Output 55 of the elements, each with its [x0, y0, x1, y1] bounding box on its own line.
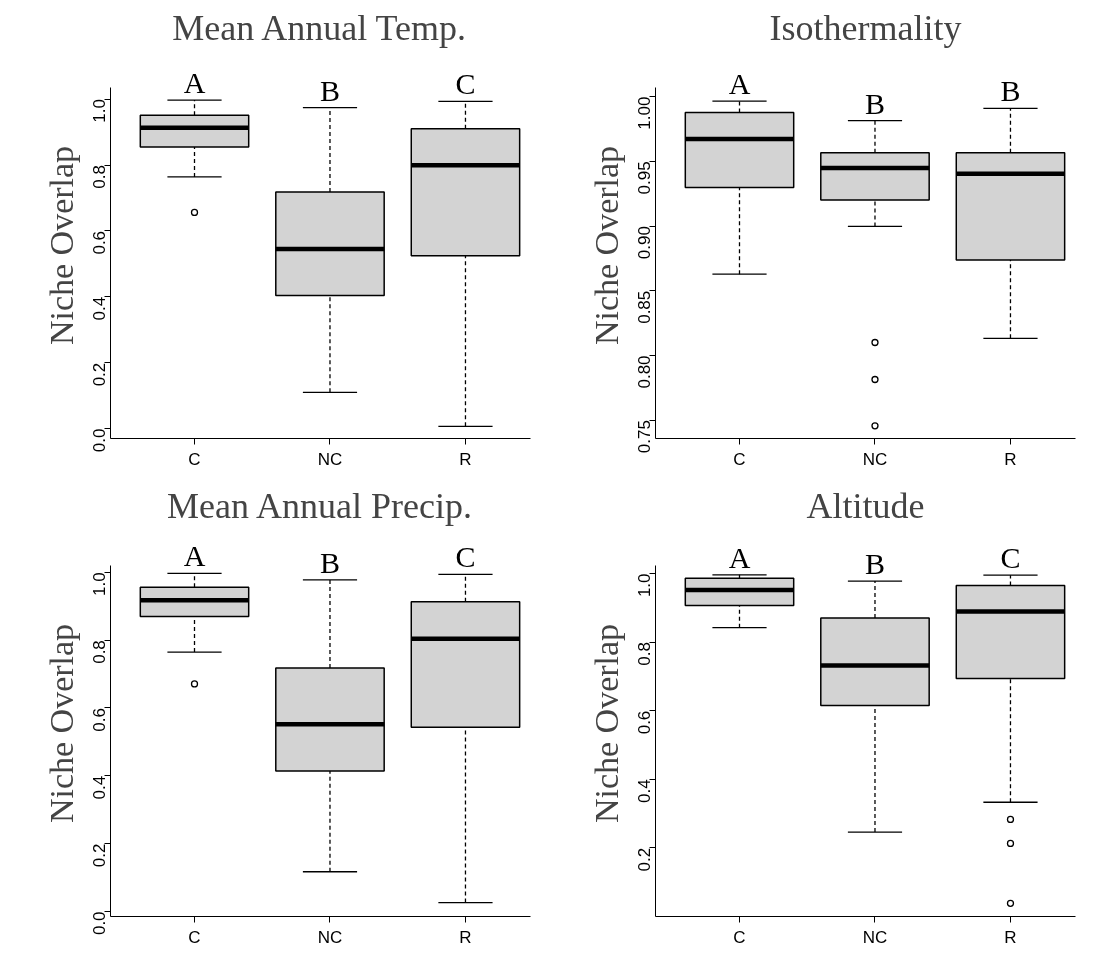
- annotation: B: [864, 86, 885, 120]
- y-axis-title: Niche Overlap: [42, 145, 80, 346]
- y-tick-label: 1.00: [635, 96, 655, 130]
- x-tick-label: R: [1004, 449, 1017, 469]
- y-tick-label: 0.90: [635, 226, 655, 260]
- y-tick-label: 0.2: [90, 843, 110, 868]
- y-tick-label: 0.75: [635, 420, 655, 454]
- y-tick-label: 0.85: [635, 290, 655, 324]
- annotation: A: [728, 67, 751, 101]
- y-tick-label: 0.4: [635, 779, 655, 803]
- y-tick-label: 0.2: [635, 847, 655, 872]
- annotation: B: [319, 545, 340, 579]
- x-tick-label: NC: [317, 449, 343, 469]
- x-tick-label: C: [733, 449, 746, 469]
- y-tick-label: 0.8: [90, 165, 110, 189]
- y-tick-label: 1.0: [90, 572, 110, 596]
- x-tick-label: NC: [862, 449, 888, 469]
- y-tick-label: 1.0: [635, 573, 655, 598]
- annotation: C: [455, 540, 476, 574]
- x-tick-label: C: [188, 449, 201, 469]
- annotation: A: [183, 66, 206, 100]
- annotation: B: [319, 73, 340, 107]
- x-tick-label: R: [1004, 927, 1017, 947]
- y-tick-label: 0.4: [90, 775, 110, 800]
- y-tick-label: 0.0: [90, 428, 110, 453]
- y-tick-label: 1.0: [90, 99, 110, 123]
- y-tick-label: 0.2: [90, 362, 110, 387]
- y-axis-title: Niche Overlap: [587, 623, 625, 824]
- chart-title: Mean Annual Precip.: [167, 485, 472, 526]
- y-tick-label: 0.6: [90, 707, 110, 732]
- x-tick-label: R: [459, 927, 472, 947]
- chart-title: Mean Annual Temp.: [172, 7, 467, 48]
- y-axis-title: Niche Overlap: [587, 145, 625, 346]
- x-tick-label: NC: [317, 927, 343, 947]
- annotation: C: [455, 67, 476, 101]
- y-tick-label: 0.6: [90, 230, 110, 255]
- y-tick-label: 0.4: [90, 296, 110, 321]
- annotation: A: [183, 539, 206, 573]
- x-tick-label: NC: [862, 927, 888, 947]
- y-tick-label: 0.8: [635, 642, 655, 666]
- y-tick-label: 0.0: [90, 911, 110, 936]
- annotation: C: [1000, 541, 1021, 575]
- y-tick-label: 0.95: [635, 161, 655, 195]
- annotation: A: [728, 540, 751, 574]
- x-tick-label: C: [733, 927, 746, 947]
- x-tick-label: C: [188, 927, 201, 947]
- x-tick-label: R: [459, 449, 472, 469]
- y-tick-label: 0.6: [635, 710, 655, 735]
- annotation: B: [864, 547, 885, 581]
- chart-title: Isothermality: [769, 7, 962, 48]
- annotation: B: [1000, 74, 1021, 108]
- chart-title: Altitude: [806, 485, 925, 526]
- y-axis-title: Niche Overlap: [42, 623, 80, 824]
- y-tick-label: 0.8: [90, 640, 110, 664]
- y-tick-label: 0.80: [635, 355, 655, 389]
